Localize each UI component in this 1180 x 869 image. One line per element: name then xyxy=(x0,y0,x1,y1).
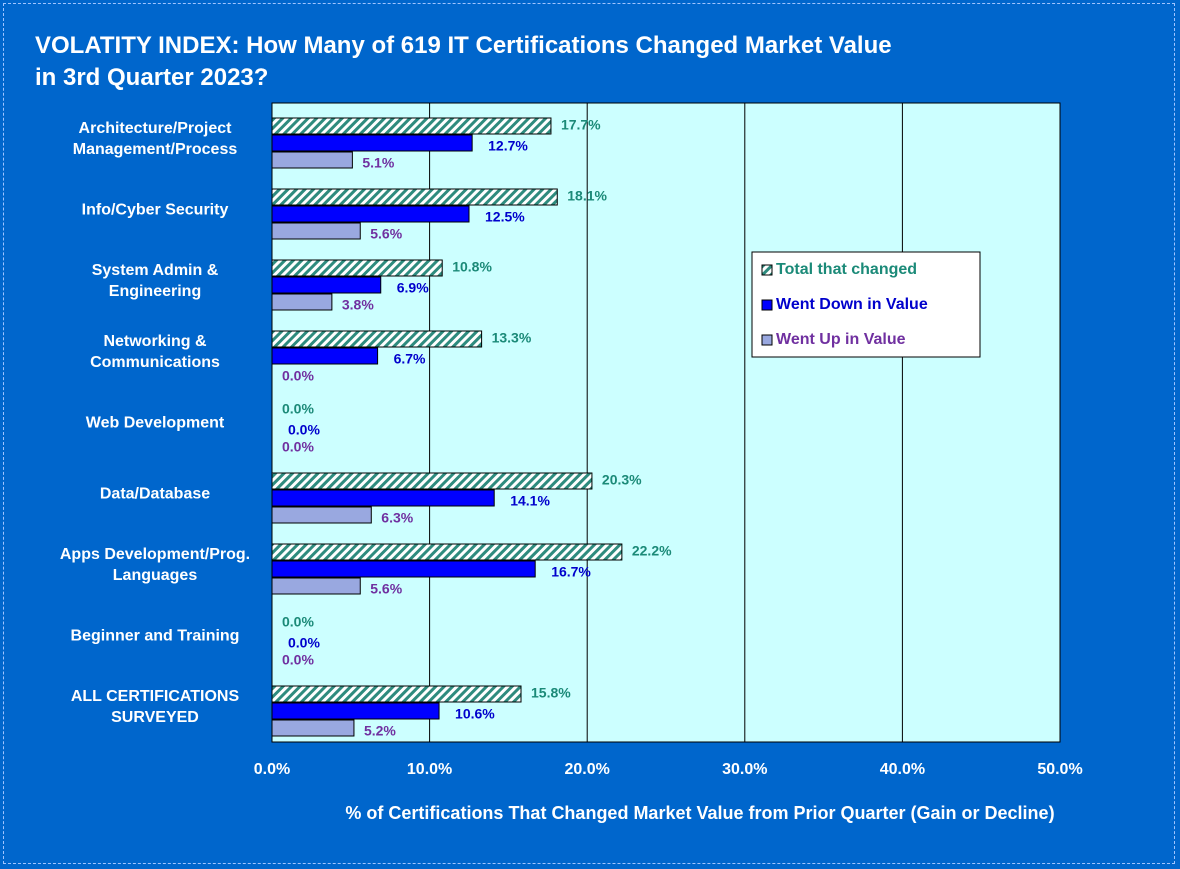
data-label: 5.6% xyxy=(370,581,402,597)
data-label: 16.7% xyxy=(551,564,591,580)
y-tick-label: Info/Cyber Security xyxy=(81,201,229,218)
y-tick-label: Data/Database xyxy=(99,485,211,502)
data-label: 15.8% xyxy=(531,685,571,701)
chart-title: VOLATITY INDEX: How Many of 619 IT Certi… xyxy=(35,32,892,91)
bar xyxy=(271,702,440,720)
data-label: 6.9% xyxy=(397,280,429,296)
bar xyxy=(271,685,522,703)
data-label: 22.2% xyxy=(632,543,672,559)
data-label: 0.0% xyxy=(282,614,314,630)
y-tick-label: ALL CERTIFICATIONS SURVEYED xyxy=(70,687,240,726)
x-tick-label: 0.0% xyxy=(254,761,290,778)
data-label: 20.3% xyxy=(602,472,642,488)
bar xyxy=(271,276,382,294)
data-label: 6.3% xyxy=(381,510,413,526)
legend-label: Went Up in Value xyxy=(776,331,906,348)
bar xyxy=(271,222,361,240)
y-tick-label: System Admin & Engineering xyxy=(91,261,219,300)
bar xyxy=(271,188,558,206)
data-label: 6.7% xyxy=(394,351,426,367)
y-tick-label: Architecture/Project Management/Process xyxy=(72,119,238,158)
data-label: 0.0% xyxy=(282,368,314,384)
data-label: 0.0% xyxy=(282,401,314,417)
y-tick-label: Apps Development/Prog. Languages xyxy=(59,545,251,584)
data-label: 5.6% xyxy=(370,226,402,242)
data-label: 14.1% xyxy=(510,493,550,509)
bar xyxy=(271,205,470,223)
bar xyxy=(271,134,473,152)
data-label: 17.7% xyxy=(561,117,601,133)
bar xyxy=(271,577,361,595)
bar xyxy=(271,151,353,169)
bar xyxy=(271,489,495,507)
data-label: 5.2% xyxy=(364,723,396,739)
x-tick-label: 10.0% xyxy=(407,761,452,778)
data-label: 0.0% xyxy=(288,422,320,438)
bar xyxy=(271,506,372,524)
data-label: 0.0% xyxy=(282,439,314,455)
data-label: 10.8% xyxy=(452,259,492,275)
bar xyxy=(271,472,593,490)
bar xyxy=(271,330,483,348)
y-tick-label: Beginner and Training xyxy=(70,627,240,644)
bar xyxy=(271,117,552,135)
x-tick-label: 20.0% xyxy=(565,761,610,778)
data-label: 10.6% xyxy=(455,706,495,722)
legend-label: Total that changed xyxy=(776,261,917,278)
data-label: 3.8% xyxy=(342,297,374,313)
legend-swatch xyxy=(761,299,773,311)
legend-box xyxy=(751,251,981,358)
bar xyxy=(271,259,443,277)
y-tick-label: Web Development xyxy=(85,414,225,431)
data-label: 0.0% xyxy=(282,652,314,668)
bar xyxy=(271,293,333,311)
x-tick-label: 50.0% xyxy=(1037,761,1082,778)
frame xyxy=(3,3,1175,864)
plot-area xyxy=(271,102,1061,743)
legend-label: Went Down in Value xyxy=(776,296,928,313)
bar xyxy=(271,347,379,365)
legend-swatch xyxy=(761,264,773,276)
data-label: 13.3% xyxy=(492,330,532,346)
x-axis-title: % of Certifications That Changed Market … xyxy=(345,803,1055,823)
bar xyxy=(271,719,355,737)
data-label: 0.0% xyxy=(288,635,320,651)
data-label: 12.5% xyxy=(485,209,525,225)
data-label: 5.1% xyxy=(362,155,394,171)
bar xyxy=(271,543,623,561)
data-label: 18.1% xyxy=(567,188,607,204)
data-label: 12.7% xyxy=(488,138,528,154)
legend-swatch xyxy=(761,334,773,346)
x-tick-label: 40.0% xyxy=(880,761,925,778)
bar xyxy=(271,560,536,578)
y-tick-label: Networking & Communications xyxy=(90,332,220,371)
x-tick-label: 30.0% xyxy=(722,761,767,778)
